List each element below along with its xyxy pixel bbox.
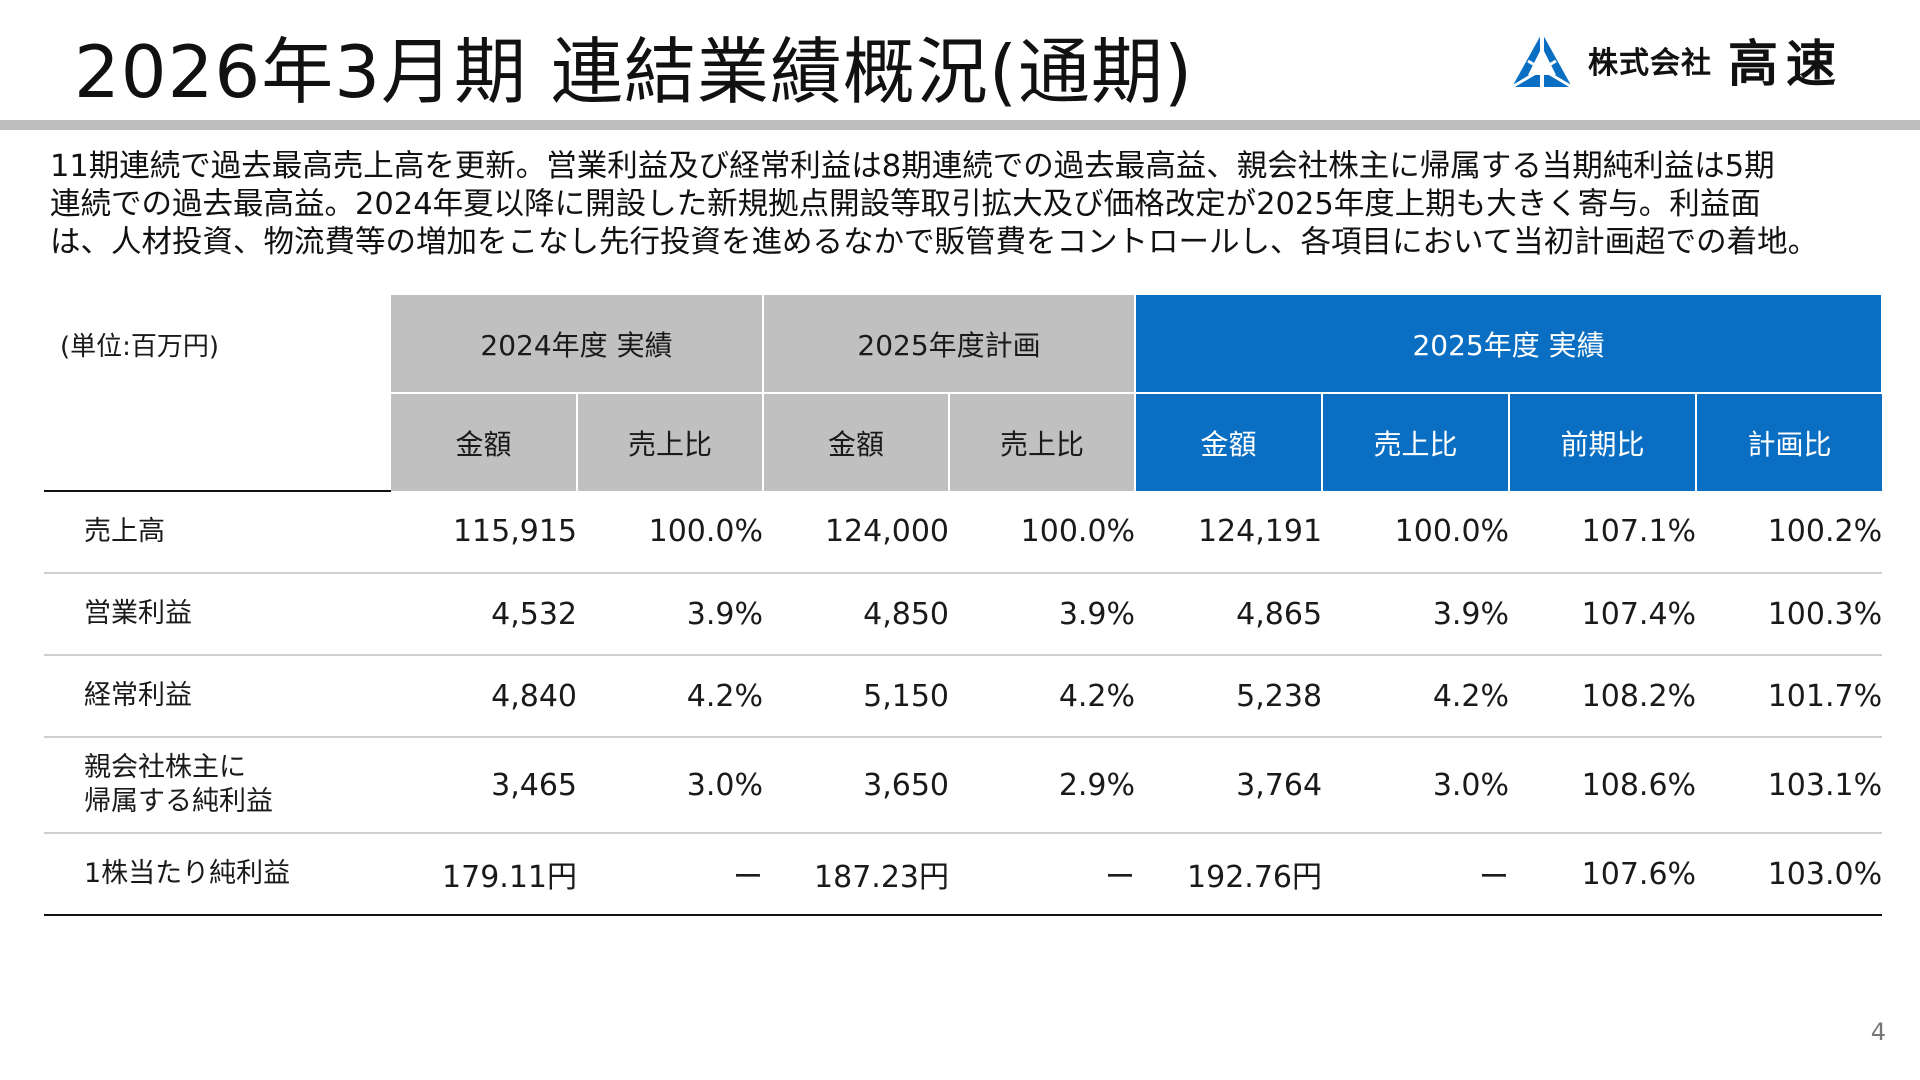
logo-prefix: 株式会社 xyxy=(1588,46,1712,81)
table-cell: 3,650 xyxy=(763,737,950,834)
table-cell: 124,191 xyxy=(1135,491,1323,574)
subheader-sales-ratio: 売上比 xyxy=(1322,393,1511,491)
table-cell: 103.0% xyxy=(1696,833,1883,916)
table-cell: 3,764 xyxy=(1135,737,1323,834)
group-header-fy2025-actual: 2025年度 実績 xyxy=(1135,295,1884,394)
summary-line: 11期連続で過去最高売上高を更新。営業利益及び経常利益は8期連続での過去最高益、… xyxy=(50,149,1775,184)
table-cell: 3.9% xyxy=(1322,573,1510,656)
table-row: 売上高 115,915 100.0% 124,000 100.0% 124,19… xyxy=(44,491,1883,574)
table-row: 経常利益 4,840 4.2% 5,150 4.2% 5,238 4.2% 10… xyxy=(44,655,1883,738)
subheader-amount: 金額 xyxy=(763,393,951,491)
table-row: 営業利益 4,532 3.9% 4,850 3.9% 4,865 3.9% 10… xyxy=(44,573,1883,656)
table-cell: 3.9% xyxy=(577,573,764,656)
row-label: 売上高 xyxy=(44,491,391,574)
subheader-yoy: 前期比 xyxy=(1509,393,1698,491)
table-cell: 4,840 xyxy=(391,655,577,738)
table-cell: 107.1% xyxy=(1509,491,1697,574)
table-cell: 101.7% xyxy=(1696,655,1883,738)
table-cell: 107.6% xyxy=(1509,833,1697,916)
table-cell: 2.9% xyxy=(949,737,1136,834)
table-cell: 107.4% xyxy=(1509,573,1697,656)
row-label: 営業利益 xyxy=(44,573,391,656)
table-cell: 4.2% xyxy=(577,655,764,738)
table-cell: 100.0% xyxy=(1322,491,1510,574)
table-cell: 192.76円 xyxy=(1135,833,1323,916)
group-header-fy2025-plan: 2025年度計画 xyxy=(763,295,1137,394)
company-logo: 株式会社 高速 xyxy=(1510,30,1844,93)
triangle-logo-icon xyxy=(1511,33,1573,89)
performance-table: (単位:百万円) 2024年度 実績 2025年度計画 2025年度 実績 金額… xyxy=(44,295,1884,916)
table-cell: 5,238 xyxy=(1135,655,1323,738)
table-cell: 100.0% xyxy=(577,491,764,574)
summary-line: は、人材投資、物流費等の増加をこなし先行投資を進めるなかで販管費をコントロールし… xyxy=(50,225,1819,260)
row-label: 親会社株主に 帰属する純利益 xyxy=(44,737,391,834)
table-cell: 3.9% xyxy=(949,573,1136,656)
table-cell: ー xyxy=(577,833,764,916)
table-cell: 5,150 xyxy=(763,655,950,738)
table-cell: ー xyxy=(1322,833,1510,916)
table-row: 親会社株主に 帰属する純利益 3,465 3.0% 3,650 2.9% 3,7… xyxy=(44,737,1883,834)
group-header-fy2024-actual: 2024年度 実績 xyxy=(391,295,765,394)
row-label-line: 親会社株主に xyxy=(84,752,246,783)
table-cell: 4,532 xyxy=(391,573,577,656)
table-row: 1株当たり純利益 179.11円 ー 187.23円 ー 192.76円 ー 1… xyxy=(44,833,1883,916)
table-cell: 3.0% xyxy=(577,737,764,834)
logo-name: 高速 xyxy=(1728,35,1844,93)
unit-label: (単位:百万円) xyxy=(60,331,220,362)
subheader-sales-ratio: 売上比 xyxy=(577,393,765,491)
table-cell: ー xyxy=(949,833,1136,916)
table-cell: 108.2% xyxy=(1509,655,1697,738)
table-cell: 187.23円 xyxy=(763,833,950,916)
table-cell: 103.1% xyxy=(1696,737,1883,834)
table-cell: 100.3% xyxy=(1696,573,1883,656)
summary-text: 11期連続で過去最高売上高を更新。営業利益及び経常利益は8期連続での過去最高益、… xyxy=(50,148,1890,262)
header-blank xyxy=(44,393,391,492)
table-cell: 3,465 xyxy=(391,737,577,834)
table-cell: 4,850 xyxy=(763,573,950,656)
subheader-amount: 金額 xyxy=(391,393,578,491)
row-label: 経常利益 xyxy=(44,655,391,738)
table-cell: 108.6% xyxy=(1509,737,1697,834)
table-cell: 179.11円 xyxy=(391,833,577,916)
table-cell: 115,915 xyxy=(391,491,577,574)
table-cell: 100.2% xyxy=(1696,491,1883,574)
subheader-sales-ratio: 売上比 xyxy=(949,393,1137,491)
table-cell: 124,000 xyxy=(763,491,950,574)
table-cell: 100.0% xyxy=(949,491,1136,574)
subheader-amount: 金額 xyxy=(1135,393,1324,491)
page-number: 4 xyxy=(1870,1018,1886,1046)
table-cell: 4.2% xyxy=(1322,655,1510,738)
summary-line: 連続での過去最高益。2024年夏以降に開設した新規拠点開設等取引拡大及び価格改定… xyxy=(50,187,1761,222)
table-cell: 4,865 xyxy=(1135,573,1323,656)
table-cell: 3.0% xyxy=(1322,737,1510,834)
row-label: 1株当たり純利益 xyxy=(44,833,391,916)
table-cell: 4.2% xyxy=(949,655,1136,738)
header-rule xyxy=(0,120,1920,130)
subheader-vs-plan: 計画比 xyxy=(1696,393,1883,491)
row-label-line: 帰属する純利益 xyxy=(84,786,273,817)
page-title: 2026年3月期 連結業績概況(通期) xyxy=(74,30,1194,114)
